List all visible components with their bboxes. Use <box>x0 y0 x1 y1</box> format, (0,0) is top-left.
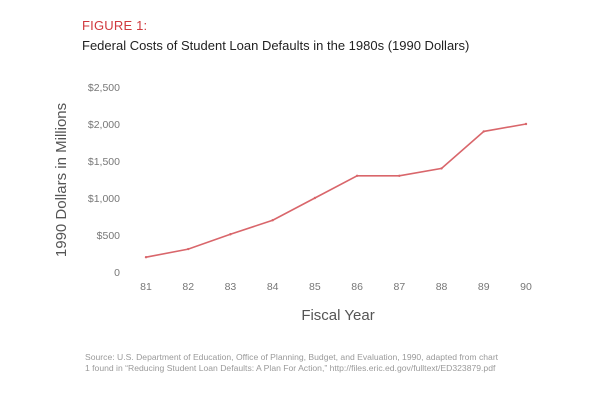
x-tick-label: 90 <box>520 281 532 293</box>
y-tick-label: $1,000 <box>88 193 120 205</box>
y-axis-label: 1990 Dollars in Millions <box>53 103 70 257</box>
x-tick-label: 81 <box>140 281 152 293</box>
line-chart: 0 $500 $1,000 $1,500 $2,000 $2,500 81 82 83 84 85… <box>53 82 532 324</box>
figure-label: FIGURE 1: <box>82 18 148 33</box>
data-point <box>355 174 359 177</box>
data-point <box>398 174 401 177</box>
data-point <box>524 122 528 126</box>
x-tick-label: 82 <box>182 281 194 293</box>
y-tick-label: 0 <box>114 267 120 279</box>
x-tick-label: 86 <box>351 281 363 293</box>
y-tick-label: $1,500 <box>88 156 120 168</box>
x-tick-label: 87 <box>393 281 405 293</box>
series-line <box>145 123 527 258</box>
y-tick-label: $500 <box>97 230 121 242</box>
y-tick-label: $2,000 <box>88 119 120 131</box>
x-tick-label: 85 <box>309 281 321 293</box>
source-note: Source: U.S. Department of Education, Of… <box>85 352 499 373</box>
x-tick-label: 88 <box>436 281 448 293</box>
x-tick-label: 83 <box>225 281 237 293</box>
x-axis-ticks: 81 82 83 84 85 86 87 88 89 90 <box>140 281 532 293</box>
data-point <box>144 256 148 259</box>
x-tick-label: 84 <box>267 281 279 293</box>
x-tick-label: 89 <box>478 281 490 293</box>
chart-title: Federal Costs of Student Loan Defaults i… <box>82 38 470 53</box>
y-axis-ticks: 0 $500 $1,000 $1,500 $2,000 $2,500 <box>88 82 120 279</box>
y-tick-label: $2,500 <box>88 82 120 94</box>
data-point <box>482 130 485 133</box>
data-point <box>313 196 317 200</box>
data-points <box>144 122 528 259</box>
x-axis-label: Fiscal Year <box>301 307 374 324</box>
data-point <box>187 247 190 251</box>
data-point <box>229 233 232 236</box>
data-point <box>271 219 274 222</box>
data-point <box>440 167 443 170</box>
